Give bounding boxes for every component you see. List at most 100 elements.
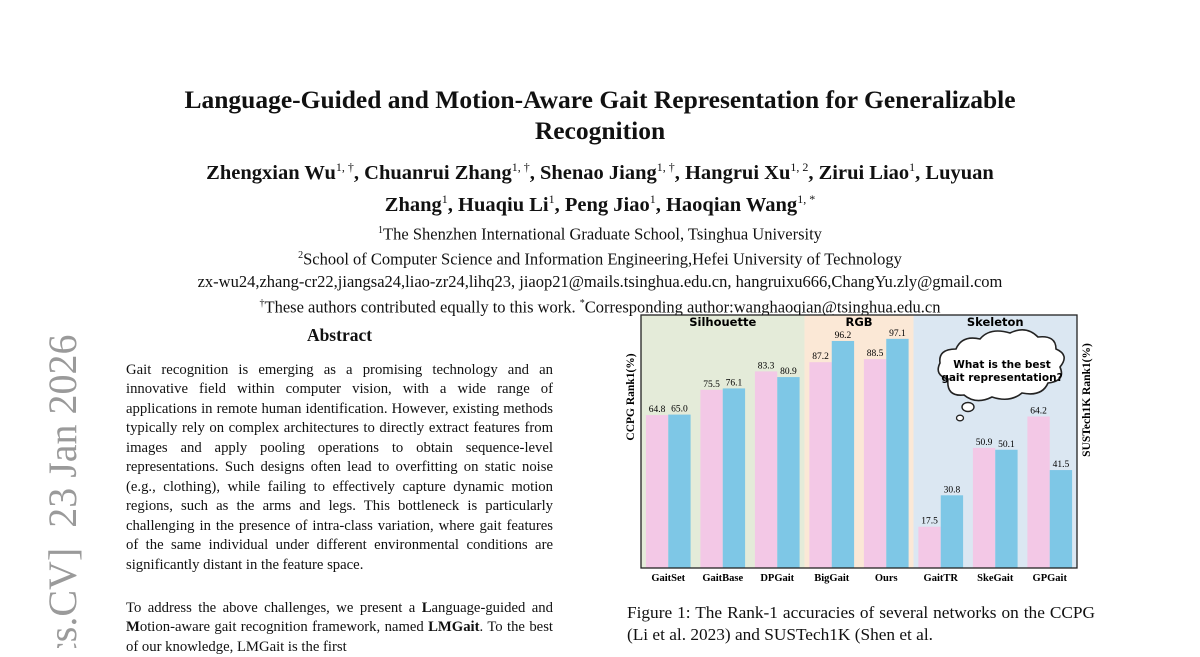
bar	[886, 338, 909, 568]
author: Huaqiu Li1,	[458, 191, 560, 216]
bar	[722, 388, 746, 568]
text: L	[421, 600, 432, 616]
author-sep: ,	[447, 193, 453, 216]
value-label: 64.2	[1030, 406, 1047, 416]
group-label: Silhouette	[689, 315, 756, 329]
notes: †These authors contributed equally to th…	[120, 293, 1080, 319]
author-name: Haoqian Wang	[665, 193, 798, 216]
header: Language-Guided and Motion-Aware Gait Re…	[120, 84, 1080, 318]
x-tick-label: DPGait	[760, 573, 794, 584]
author-mark: 1, *	[797, 191, 816, 206]
bar	[668, 414, 691, 568]
bar	[940, 495, 964, 568]
author-name: Huaqiu Li	[458, 193, 549, 216]
thought-bubble	[961, 401, 975, 413]
bar	[863, 359, 887, 568]
author: Peng Jiao1,	[564, 191, 661, 216]
bar	[1027, 416, 1050, 568]
x-tick-label: GPGait	[1033, 573, 1068, 584]
affiliation-mark: 2	[298, 250, 304, 262]
y-axis-label: CCPG Rank1(%)	[625, 353, 637, 440]
x-tick-label: GaitBase	[702, 573, 743, 584]
author-sep: ,	[808, 161, 814, 184]
text: LMGait	[428, 619, 480, 636]
emails: zx-wu24,zhang-cr22,jiangsa24,liao-zr24,l…	[197, 271, 1003, 291]
author: Hangrui Xu1, 2,	[684, 160, 814, 184]
group-label: Skeleton	[967, 315, 1024, 329]
value-label: 80.9	[780, 367, 797, 377]
author-name: Chuanrui Zhang	[364, 161, 512, 184]
author-mark: 1	[548, 191, 555, 206]
note-mark: †	[259, 297, 265, 309]
note-mark: *	[579, 297, 585, 309]
author-mark: 1	[441, 191, 448, 206]
note-text: These authors contributed equally to thi…	[264, 297, 580, 317]
note-text: Corresponding author:wanghaoqian@tsinghu…	[584, 297, 941, 317]
value-label: 64.8	[649, 405, 666, 415]
figure-chart: Silhouette RGB Skeleton 64.8 65.0 GaitSet 75.5…	[625, 314, 1093, 584]
x-tick-label: SkeGait	[977, 573, 1014, 584]
abstract-paragraph: To address the above challenges, we pres…	[126, 599, 553, 657]
bar	[700, 389, 723, 568]
x-tick-label: GaitSet	[651, 573, 685, 584]
author-name: Luyuan Zhang	[384, 161, 994, 216]
author-name: Zhengxian Wu	[206, 161, 336, 184]
arxiv-id: cs.CV] 23 Jan 2026	[40, 334, 85, 648]
author-sep: ,	[529, 161, 535, 184]
affiliation-text: School of Computer Science and Informati…	[303, 249, 902, 269]
affiliation: 2School of Computer Science and Informat…	[120, 245, 1080, 271]
author-mark: 1, †	[511, 160, 530, 174]
thought-cloud	[937, 329, 1065, 402]
text: To address the above challenges, we pres…	[126, 600, 422, 616]
figure-caption: Figure 1: The Rank-1 accuracies of sever…	[627, 603, 1095, 644]
bar	[777, 377, 800, 568]
author-sep: ,	[674, 161, 680, 184]
author-mark: 1	[649, 191, 656, 206]
author-mark: 1, 2	[790, 160, 809, 174]
value-label: 65.0	[671, 405, 688, 415]
y2-axis-label: SUSTech1K Rank1(%)	[1081, 343, 1093, 457]
authors: Zhengxian Wu1, †, Chuanrui Zhang1, †, Sh…	[120, 154, 1080, 218]
annotation: What is the best	[953, 359, 1051, 371]
author-sep: ,	[655, 193, 661, 216]
value-label: 50.9	[976, 438, 993, 448]
author-sep: ,	[915, 161, 921, 184]
author: Zirui Liao1,	[818, 160, 921, 184]
value-label: 41.5	[1053, 460, 1070, 470]
text: anguage-guided and	[431, 600, 553, 616]
value-label: 76.1	[726, 378, 743, 388]
annotation: gait representation?	[941, 372, 1062, 384]
x-tick-label: GaitTR	[924, 573, 959, 584]
bar	[831, 340, 855, 568]
value-label: 50.1	[998, 440, 1015, 450]
author: Chuanrui Zhang1, †,	[364, 160, 535, 184]
paper-title: Language-Guided and Motion-Aware Gait Re…	[184, 85, 1016, 145]
value-label: 87.2	[812, 352, 829, 362]
author-name: Hangrui Xu	[684, 161, 791, 184]
author: Shenao Jiang1, †,	[539, 160, 680, 184]
bar	[645, 415, 669, 568]
author-name: Peng Jiao	[564, 193, 650, 216]
value-label: 83.3	[758, 361, 775, 371]
text: otion-aware gait recognition framework, …	[139, 619, 429, 636]
bar	[918, 526, 941, 568]
value-label: 96.2	[835, 331, 852, 341]
affiliation: 1The Shenzhen International Graduate Sch…	[120, 220, 1080, 246]
group-label: RGB	[845, 315, 872, 329]
author: Luyuan Zhang1,	[385, 162, 994, 216]
bar	[809, 362, 832, 568]
author-sep: ,	[554, 193, 560, 216]
value-label: 75.5	[703, 380, 720, 390]
author-name: Zirui Liao	[818, 161, 910, 184]
bar	[995, 449, 1018, 568]
author: Zhengxian Wu1, †,	[206, 160, 359, 184]
abstract-heading: Abstract	[306, 325, 373, 345]
x-tick-label: BigGait	[814, 573, 850, 584]
text: M	[126, 619, 140, 636]
x-tick-label: Ours	[875, 573, 898, 584]
author-mark: 1, †	[335, 160, 354, 174]
value-label: 97.1	[889, 329, 906, 339]
author-name: Shenao Jiang	[539, 161, 657, 184]
bar	[754, 371, 778, 568]
